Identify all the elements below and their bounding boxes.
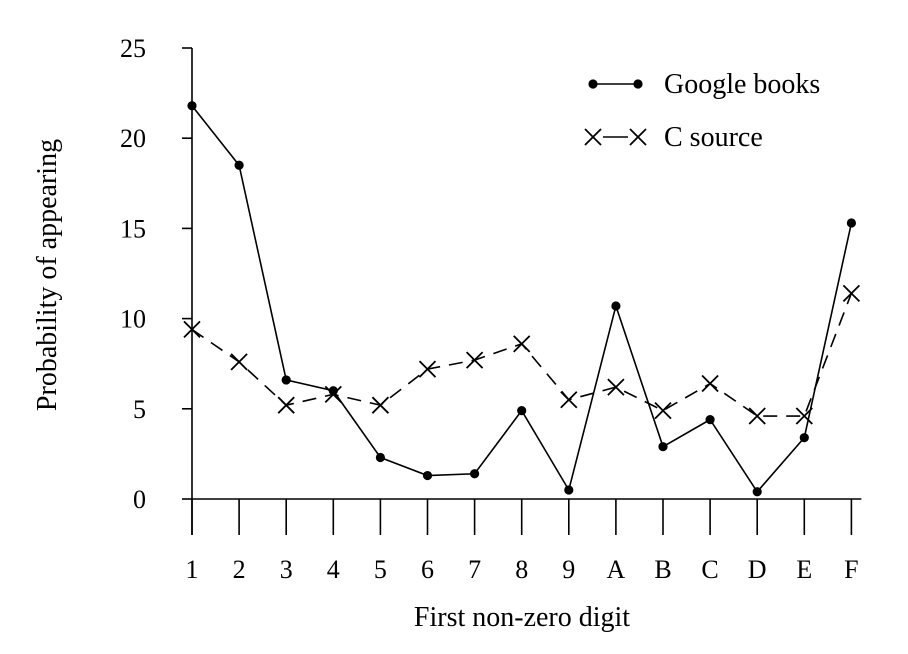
data-point [230, 353, 248, 371]
data-point [517, 406, 527, 416]
legend-item: Google books [588, 69, 820, 100]
x-tick-label: D [748, 555, 767, 584]
data-point [654, 401, 672, 420]
data-point [564, 485, 574, 495]
series-layer [183, 101, 861, 497]
data-point [371, 396, 390, 414]
y-tick-label: 5 [133, 395, 146, 424]
data-point [470, 469, 480, 479]
series-line [191, 293, 853, 417]
x-tick-label: E [796, 555, 812, 584]
x-tick-label: 1 [186, 555, 199, 584]
data-point [795, 407, 813, 425]
data-point [277, 396, 295, 414]
legend-marker [633, 79, 643, 89]
y-tick-label: 15 [120, 214, 146, 243]
data-point [799, 433, 809, 443]
legend-marker [588, 79, 598, 89]
legend-item: C source [584, 122, 763, 153]
axes: 0 5 10 15 20 25 1 2 3 4 5 6 7 8 9 A B C D E F [120, 34, 862, 584]
x-axis-title: First non-zero digit [414, 602, 630, 633]
legend-label: Google books [664, 69, 820, 100]
y-tick-label: 25 [120, 34, 146, 63]
x-tick-label: 8 [515, 555, 528, 584]
data-point [187, 101, 197, 111]
data-point [183, 320, 201, 339]
x-tick-label: 9 [562, 555, 575, 584]
data-point [701, 374, 719, 393]
data-point [465, 351, 484, 369]
x-tick-label: F [844, 555, 858, 584]
data-point [752, 487, 762, 497]
x-tick-label: 5 [374, 555, 387, 584]
data-point [607, 378, 625, 396]
y-tick-label: 10 [120, 305, 146, 334]
x-tick-label: 3 [280, 555, 293, 584]
x-tick-label: B [654, 555, 671, 584]
x-tick-label: 7 [468, 555, 481, 584]
data-point [418, 360, 437, 378]
x-tick-label: 2 [233, 555, 246, 584]
legend-label: C source [664, 122, 763, 153]
data-point [658, 442, 668, 452]
data-point [842, 284, 861, 302]
series-c-source [183, 284, 861, 425]
data-point [234, 160, 244, 170]
legend-marker [629, 128, 647, 146]
x-tick-label: 4 [327, 555, 340, 584]
data-point [324, 385, 342, 404]
data-point [748, 407, 766, 425]
x-tick-label: A [607, 555, 626, 584]
series-google-books [187, 101, 857, 497]
x-tick-label: 6 [421, 555, 434, 584]
data-point [281, 375, 291, 385]
data-point [611, 301, 621, 311]
data-point [375, 452, 385, 463]
data-point [705, 415, 715, 425]
legend: Google books C source [584, 69, 820, 153]
data-point [513, 335, 531, 353]
legend-marker [584, 128, 602, 146]
y-tick-label: 0 [133, 485, 146, 514]
data-point [560, 391, 578, 409]
series-line [191, 105, 853, 494]
y-tick-label: 20 [120, 124, 146, 153]
x-tick-label: C [701, 555, 718, 584]
data-point [846, 218, 857, 228]
y-axis-title: Probability of appearing [32, 139, 63, 411]
data-point [422, 470, 433, 481]
